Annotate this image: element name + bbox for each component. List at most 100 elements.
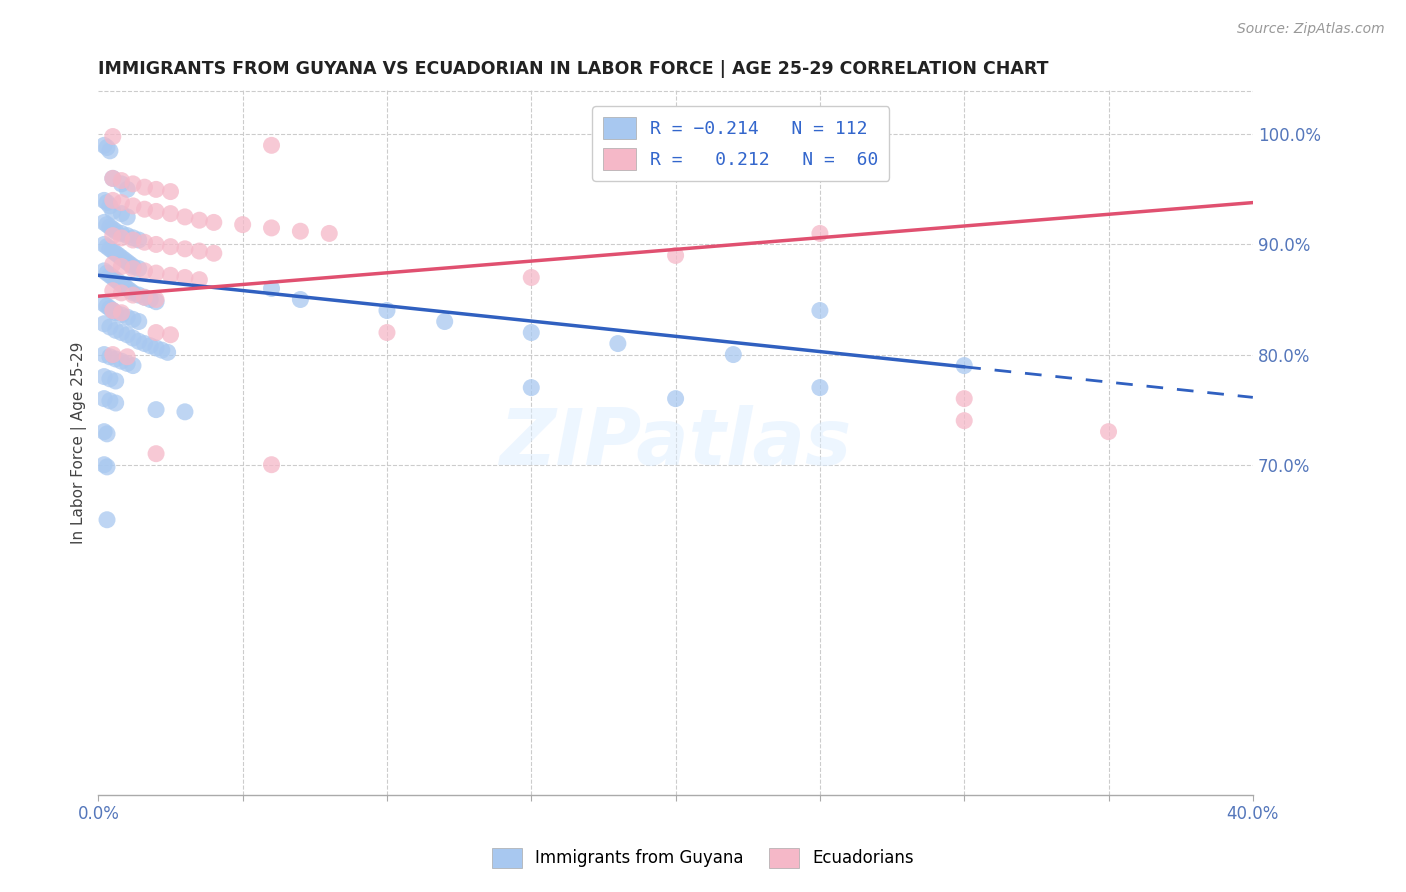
Point [93, 264, 115, 278]
Point [115, 350, 138, 364]
Point [1097, 425, 1119, 439]
Point [93, 392, 115, 406]
Point [93, 347, 115, 361]
Point [104, 351, 127, 366]
Point [520, 326, 543, 340]
Point [101, 303, 124, 318]
Point [96, 299, 118, 313]
Point [145, 341, 167, 355]
Point [665, 392, 688, 406]
Text: ZIPatlas: ZIPatlas [499, 405, 852, 481]
Point [110, 354, 132, 368]
Point [120, 257, 142, 271]
Point [115, 182, 138, 196]
Point [110, 306, 132, 320]
Point [808, 227, 831, 241]
Point [96, 266, 118, 280]
Point [115, 310, 138, 325]
Point [104, 306, 127, 320]
Point [139, 293, 162, 307]
Point [104, 224, 127, 238]
Point [122, 177, 145, 191]
Point [93, 138, 115, 153]
Point [145, 237, 167, 252]
Point [953, 414, 976, 428]
Point [134, 336, 156, 351]
Point [98, 199, 121, 213]
Point [104, 246, 127, 260]
Point [174, 210, 197, 224]
Point [122, 359, 145, 373]
Point [110, 206, 132, 220]
Point [110, 326, 132, 340]
Point [101, 204, 124, 219]
Point [122, 331, 145, 345]
Point [115, 356, 138, 370]
Point [188, 244, 211, 258]
Legend: Immigrants from Guyana, Ecuadorians: Immigrants from Guyana, Ecuadorians [485, 841, 921, 875]
Point [98, 219, 121, 234]
Point [188, 213, 211, 227]
Point [145, 447, 167, 461]
Point [139, 339, 162, 353]
Point [98, 242, 121, 256]
Point [110, 251, 132, 265]
Point [145, 326, 167, 340]
Point [150, 343, 173, 358]
Y-axis label: In Labor Force | Age 25-29: In Labor Force | Age 25-29 [72, 342, 87, 544]
Point [120, 284, 142, 298]
Legend: R = −0.214   N = 112, R =   0.212   N =  60: R = −0.214 N = 112, R = 0.212 N = 60 [592, 106, 889, 181]
Point [101, 129, 124, 144]
Point [520, 270, 543, 285]
Point [260, 221, 283, 235]
Point [115, 327, 138, 342]
Point [134, 202, 156, 217]
Point [122, 231, 145, 245]
Point [128, 288, 150, 302]
Point [96, 140, 118, 154]
Point [98, 320, 121, 334]
Point [134, 264, 156, 278]
Point [122, 285, 145, 300]
Point [290, 293, 312, 307]
Point [104, 396, 127, 410]
Point [260, 281, 283, 295]
Point [93, 317, 115, 331]
Point [112, 252, 135, 267]
Point [115, 228, 138, 243]
Point [159, 185, 181, 199]
Point [606, 336, 628, 351]
Point [159, 240, 181, 254]
Point [122, 199, 145, 213]
Point [145, 182, 167, 196]
Point [96, 426, 118, 441]
Point [145, 402, 167, 417]
Point [96, 218, 118, 232]
Point [101, 284, 124, 298]
Point [145, 204, 167, 219]
Point [723, 347, 745, 361]
Point [107, 275, 129, 289]
Point [122, 260, 145, 274]
Point [122, 288, 145, 302]
Point [101, 222, 124, 236]
Point [375, 303, 398, 318]
Point [101, 171, 124, 186]
Point [110, 231, 132, 245]
Point [953, 359, 976, 373]
Point [128, 233, 150, 247]
Point [375, 326, 398, 340]
Point [290, 224, 312, 238]
Point [174, 242, 197, 256]
Point [93, 425, 115, 439]
Point [665, 248, 688, 262]
Point [202, 215, 225, 229]
Point [98, 350, 121, 364]
Point [134, 235, 156, 250]
Point [112, 279, 135, 293]
Point [110, 177, 132, 191]
Point [104, 273, 127, 287]
Point [93, 194, 115, 208]
Point [110, 308, 132, 322]
Point [98, 301, 121, 316]
